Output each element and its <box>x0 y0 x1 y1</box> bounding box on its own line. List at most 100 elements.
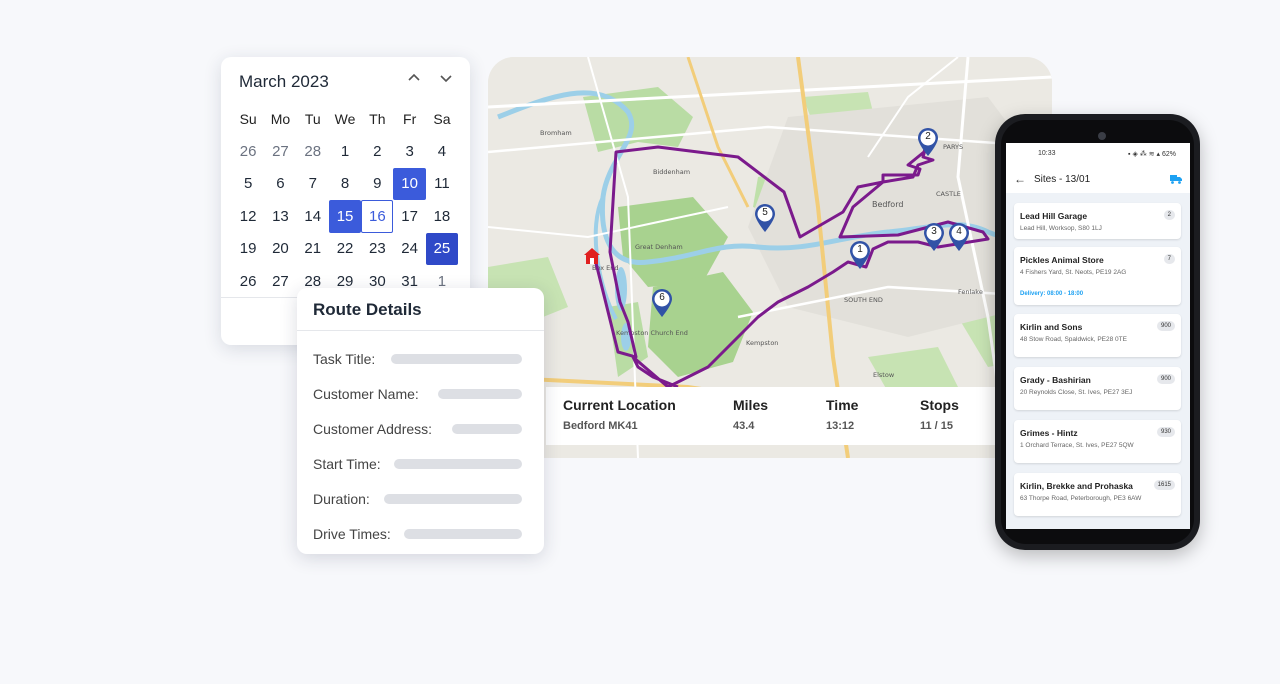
stat-time: Time 13:12 <box>826 397 858 432</box>
stop-pin[interactable]: 6 <box>651 288 673 318</box>
weekday-label: Th <box>369 111 386 128</box>
site-badge: 900 <box>1156 374 1175 384</box>
place-label: Elstow <box>873 371 895 379</box>
calendar-day[interactable]: 2 <box>373 143 382 161</box>
stop-pin[interactable]: 1 <box>849 240 871 270</box>
place-label: SOUTH END <box>844 296 883 304</box>
back-arrow-icon[interactable]: ← <box>1014 172 1026 186</box>
calendar-day[interactable]: 30 <box>368 272 386 290</box>
calendar-day[interactable]: 23 <box>368 240 386 258</box>
site-name: Pickles Animal Store <box>1020 255 1104 265</box>
place-label: Great Denham <box>635 243 683 251</box>
site-list-item[interactable]: Kirlin, Brekke and Prohaska 63 Thorpe Ro… <box>1014 473 1181 516</box>
calendar-day[interactable]: 13 <box>272 207 289 225</box>
calendar-day[interactable]: 5 <box>243 175 253 193</box>
site-list-item[interactable]: Pickles Animal Store 4 Fishers Yard, St.… <box>1014 247 1181 305</box>
place-label: Kempston Church End <box>616 329 688 337</box>
stop-pin-label: 3 <box>931 226 937 237</box>
calendar-day[interactable]: 28 <box>304 143 322 161</box>
site-address: 20 Reynolds Close, St. Ives, PE27 3EJ <box>1020 389 1133 396</box>
stop-pin[interactable]: 4 <box>948 222 970 252</box>
calendar-day-selected[interactable]: 15 <box>328 200 362 233</box>
stop-pin[interactable]: 2 <box>917 127 939 157</box>
calendar-day[interactable]: 18 <box>433 207 451 225</box>
calendar-day[interactable]: 6 <box>276 175 285 193</box>
calendar-day[interactable]: 21 <box>304 240 322 258</box>
calendar-day[interactable]: 27 <box>272 272 289 290</box>
site-address: Lead Hill, Worksop, S80 1LJ <box>1020 225 1102 232</box>
stat-value: Bedford MK41 <box>563 420 638 432</box>
calendar-day[interactable]: 11 <box>434 175 450 193</box>
calendar-day[interactable]: 22 <box>336 240 354 258</box>
stop-pin[interactable]: 5 <box>754 203 776 233</box>
calendar-day[interactable]: 31 <box>401 272 418 290</box>
calendar-day[interactable]: 1 <box>340 143 350 161</box>
calendar-day[interactable]: 8 <box>340 175 350 193</box>
route-stats-panel: Current Location Bedford MK41 Miles 43.4… <box>546 387 1052 445</box>
calendar-day[interactable]: 24 <box>401 240 418 258</box>
calendar-day[interactable]: 9 <box>373 175 382 193</box>
map-pin-icon <box>755 204 775 232</box>
site-name: Kirlin, Brekke and Prohaska <box>1020 481 1133 491</box>
calendar-day[interactable]: 12 <box>239 207 257 225</box>
stat-label: Stops <box>920 397 959 413</box>
place-label: Bromham <box>540 129 572 137</box>
stat-miles: Miles 43.4 <box>733 397 768 432</box>
calendar-day[interactable]: 4 <box>437 143 447 161</box>
site-list-item[interactable]: Grady - Bashirian 20 Reynolds Close, St.… <box>1014 367 1181 410</box>
status-time: 10:33 <box>1038 150 1056 157</box>
battery-level: 62% <box>1161 151 1176 158</box>
field-placeholder-bar <box>391 354 522 364</box>
truck-icon[interactable] <box>1170 174 1182 184</box>
chevron-down-icon[interactable] <box>437 71 455 89</box>
calendar-day[interactable]: 29 <box>336 272 354 290</box>
calendar-day[interactable]: 19 <box>239 240 257 258</box>
calendar-day[interactable]: 26 <box>239 272 257 290</box>
calendar-day[interactable]: 7 <box>308 175 317 193</box>
chevron-up-icon[interactable] <box>405 71 423 89</box>
calendar-day[interactable]: 17 <box>401 207 418 225</box>
site-list-item[interactable]: Lead Hill Garage Lead Hill, Worksop, S80… <box>1014 203 1181 239</box>
stop-pin[interactable]: 3 <box>923 222 945 252</box>
site-badge: 1615 <box>1153 480 1175 490</box>
site-list-item[interactable]: Kirlin and Sons 48 Stow Road, Spaldwick,… <box>1014 314 1181 357</box>
stop-pin-label: 4 <box>956 226 962 237</box>
home-icon[interactable] <box>583 247 601 265</box>
map-pin-icon <box>918 128 938 156</box>
site-name: Lead Hill Garage <box>1020 211 1088 221</box>
site-badge: 930 <box>1156 427 1175 437</box>
route-line <box>593 138 990 389</box>
calendar-day[interactable]: 3 <box>405 143 414 161</box>
weekday-label: Fr <box>403 111 417 128</box>
stop-pin-label: 2 <box>925 131 931 142</box>
camera-icon <box>1098 132 1106 140</box>
phone-screen: 10:33 ▪ ◈ ⁂ ≋ ▴ 62% ← Sites - 13/01 Lead… <box>1006 143 1190 529</box>
field-placeholder-bar <box>404 529 522 539</box>
stop-pin-label: 6 <box>659 292 665 303</box>
calendar-day-selected[interactable]: 25 <box>425 232 459 265</box>
calendar-day[interactable]: 28 <box>304 272 322 290</box>
field-label-drive-times: Drive Times: <box>313 526 391 542</box>
app-bar: ← Sites - 13/01 <box>1006 165 1190 193</box>
weekday-label: Tu <box>304 111 321 128</box>
route-map[interactable]: Bromham Biddenham Bedford Great Denham K… <box>488 57 1052 458</box>
calendar-day[interactable]: 27 <box>272 143 289 161</box>
map-pin-icon <box>949 223 969 251</box>
calendar-day-selected[interactable]: 10 <box>393 167 426 201</box>
weekday-label: Mo <box>270 111 291 128</box>
route-details-card: Route Details Task Title: Customer Name:… <box>297 288 544 554</box>
stat-current-location: Current Location Bedford MK41 <box>563 397 676 432</box>
calendar-day[interactable]: 20 <box>272 240 289 258</box>
stat-label: Time <box>826 397 859 413</box>
site-list-item[interactable]: Grimes - Hintz 1 Orchard Terrace, St. Iv… <box>1014 420 1181 463</box>
site-address: 63 Thorpe Road, Peterborough, PE3 6AW <box>1020 495 1142 502</box>
calendar-day-today[interactable]: 16 <box>361 200 394 233</box>
stat-value: 13:12 <box>826 420 855 432</box>
calendar-day[interactable]: 26 <box>239 143 257 161</box>
calendar-day[interactable]: 14 <box>304 207 322 225</box>
calendar-day[interactable]: 1 <box>437 272 447 290</box>
route-details-divider <box>297 330 544 331</box>
place-label: Kempston <box>746 339 778 347</box>
weekday-label: Su <box>239 111 257 128</box>
weekday-label: We <box>334 111 356 128</box>
